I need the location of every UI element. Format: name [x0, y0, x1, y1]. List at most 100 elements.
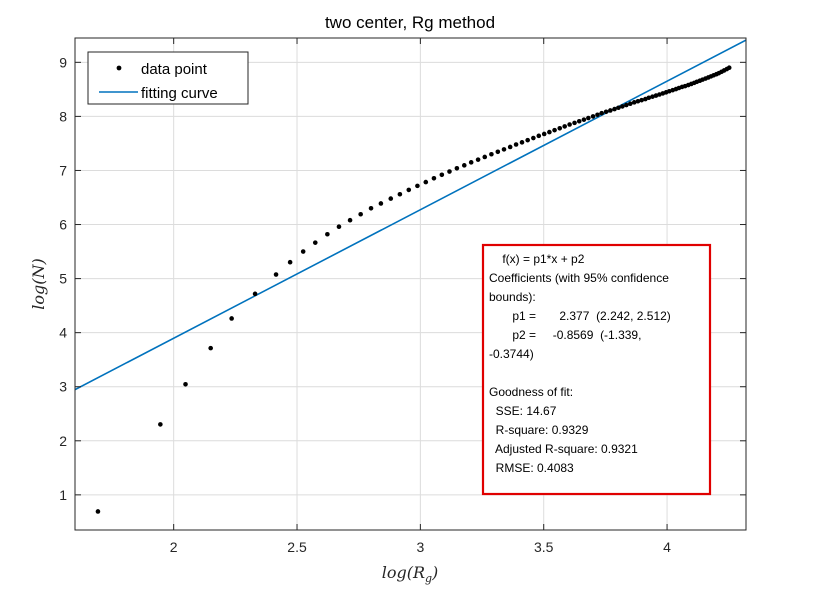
data-point	[489, 151, 494, 157]
data-point	[388, 196, 394, 201]
legend-label-data-point: data point	[141, 61, 208, 78]
data-point	[208, 345, 213, 351]
data-point	[599, 110, 604, 116]
data-point	[347, 217, 353, 223]
data-point	[482, 154, 488, 160]
data-point	[439, 172, 445, 178]
data-point	[461, 163, 467, 168]
data-point	[531, 135, 536, 141]
data-point	[378, 201, 384, 206]
ticks: 2 2.5 3 3.5 4 1 2 3 4 5 6 7 8 9	[59, 38, 746, 555]
fit-annotation-line: Adjusted R-square: 0.9321	[489, 442, 638, 456]
y-tick-label: 9	[59, 54, 67, 70]
x-axis-label-subscript: g	[425, 572, 432, 585]
fitting-curve-line	[75, 39, 746, 391]
data-point	[495, 149, 501, 155]
data-point	[447, 169, 452, 174]
data-point	[557, 125, 563, 131]
data-point	[454, 165, 460, 171]
data-point	[646, 95, 652, 101]
data-point	[608, 108, 613, 113]
data-point	[397, 191, 403, 197]
data-point	[536, 133, 542, 139]
data-point	[616, 105, 621, 111]
fit-annotation: f(x) = p1*x + p2 Coefficients (with 95% …	[481, 243, 712, 496]
data-point	[358, 211, 363, 217]
fit-annotation-text: f(x) = p1*x + p2 Coefficients (with 95% …	[489, 252, 671, 475]
x-tick-label: 3	[416, 539, 424, 555]
data-point	[726, 65, 732, 71]
data-point	[572, 120, 577, 126]
data-point	[468, 160, 474, 165]
data-point	[300, 249, 306, 254]
fitting-curve-group	[75, 39, 746, 391]
data-points-group	[95, 65, 732, 514]
fit-annotation-line: Coefficients (with 95% confidence	[489, 271, 669, 285]
y-tick-label: 3	[59, 379, 67, 395]
data-point	[312, 240, 318, 245]
data-point	[631, 100, 637, 105]
x-tick-label: 2	[170, 539, 178, 555]
plot-frame	[74, 37, 747, 531]
data-point	[628, 101, 633, 106]
data-point	[624, 102, 629, 108]
x-tick-label: 2.5	[287, 539, 307, 555]
y-tick-label: 2	[59, 433, 67, 449]
fit-annotation-line: RMSE: 0.4083	[489, 461, 574, 475]
data-point	[431, 176, 437, 181]
fit-annotation-line: bounds):	[489, 290, 536, 304]
data-point	[581, 117, 587, 122]
data-point	[501, 147, 507, 152]
data-point	[620, 104, 625, 109]
data-point	[595, 112, 600, 118]
fit-annotation-box	[481, 243, 712, 496]
data-point	[547, 129, 552, 135]
fit-annotation-line: Goodness of fit:	[489, 385, 573, 399]
data-point	[513, 142, 519, 147]
data-point	[576, 118, 582, 124]
y-tick-label: 7	[59, 162, 67, 178]
data-point	[252, 291, 258, 297]
data-point	[287, 259, 293, 265]
data-point	[586, 115, 591, 121]
data-point	[657, 92, 662, 97]
data-point	[643, 96, 648, 102]
y-tick-label: 6	[59, 217, 67, 233]
fit-annotation-line: SSE: 14.67	[489, 404, 557, 418]
data-point	[525, 137, 530, 143]
data-point	[639, 97, 644, 103]
data-point	[603, 109, 609, 115]
data-point	[336, 224, 342, 229]
fit-annotation-line: R-square: 0.9329	[489, 423, 589, 437]
legend-label-fitting-curve: fitting curve	[141, 85, 218, 102]
data-point	[562, 124, 567, 129]
data-point	[158, 422, 163, 427]
data-point	[423, 179, 429, 185]
legend-marker-data-point	[116, 65, 122, 71]
data-point	[519, 140, 525, 145]
data-point	[229, 316, 234, 321]
data-point	[552, 127, 557, 133]
data-point	[415, 183, 420, 189]
data-point	[590, 114, 596, 119]
data-point	[507, 144, 513, 150]
data-point	[650, 94, 655, 99]
fit-annotation-line: p2 = -0.8569 (-1.339,	[489, 328, 641, 342]
data-point	[368, 206, 374, 211]
legend: data point fitting curve	[87, 51, 249, 105]
data-point	[95, 509, 101, 514]
data-point	[612, 106, 617, 112]
chart-title: two center, Rg method	[325, 13, 495, 32]
x-tick-label: 4	[663, 539, 671, 555]
y-tick-label: 1	[59, 487, 67, 503]
data-point	[325, 231, 330, 237]
data-point	[653, 93, 659, 98]
fit-annotation-line: p1 = 2.377 (2.242, 2.512)	[489, 309, 671, 323]
data-point	[666, 88, 672, 94]
y-axis-label: log(N)	[29, 258, 48, 309]
x-tick-label: 3.5	[534, 539, 554, 555]
x-axis-label-close: )	[431, 563, 438, 582]
x-axis-label: log(Rg)	[382, 563, 439, 585]
data-point	[475, 157, 481, 162]
